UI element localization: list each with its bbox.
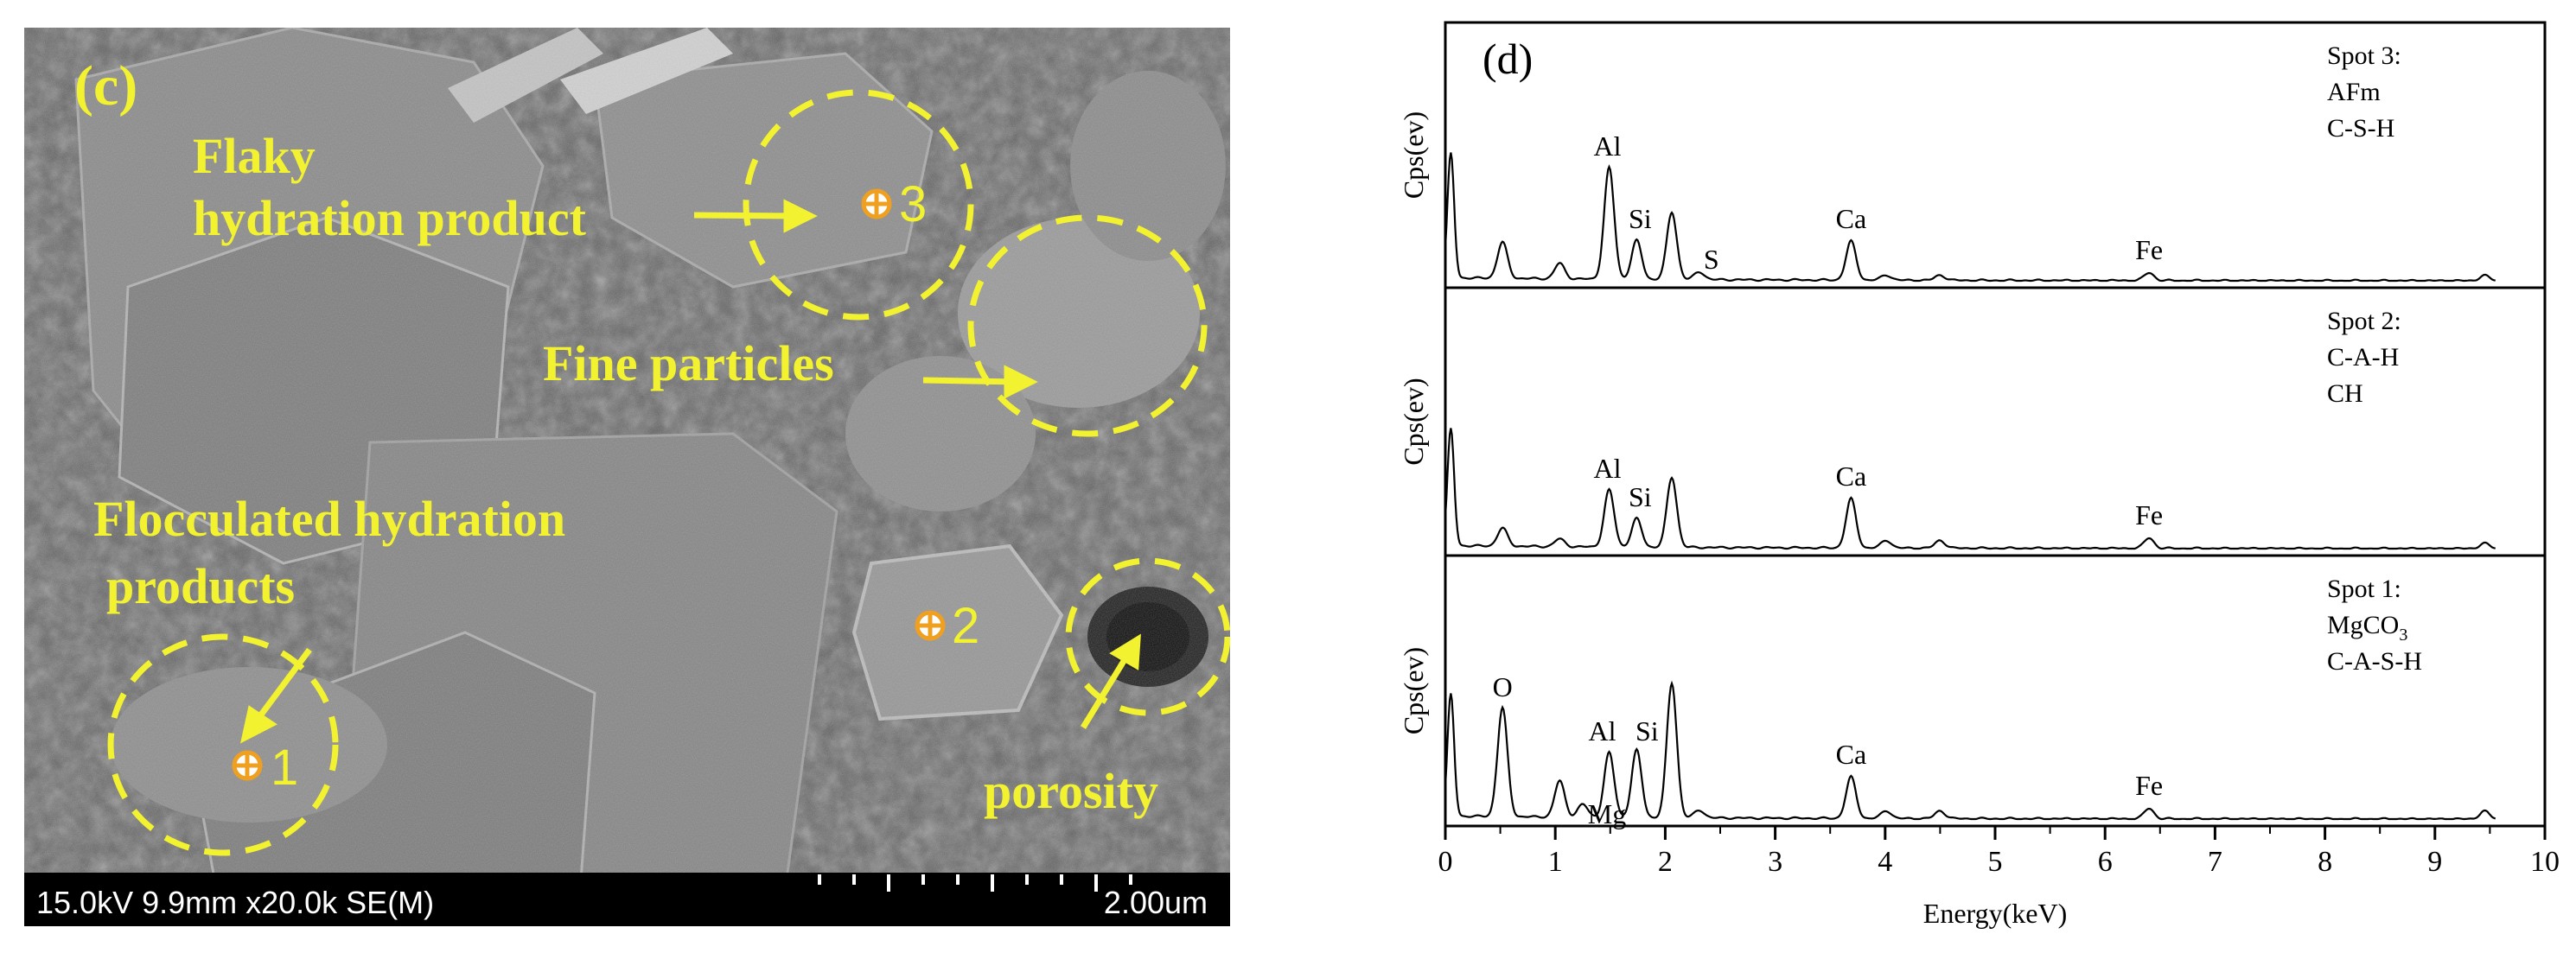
porosity-circle [1065, 557, 1230, 716]
legend-line-2-3: CH [2327, 379, 2363, 408]
spot-number-2: 2 [952, 598, 980, 654]
x-tick-label-7: 7 [2208, 846, 2222, 878]
spot1-circle [107, 633, 339, 856]
x-tick-label-4: 4 [1878, 846, 1892, 878]
x-tick-label-8: 8 [2318, 846, 2332, 878]
peak-label-ca-1: Ca [1836, 203, 1867, 234]
peak-label-al-2: Al [1594, 453, 1622, 484]
label-flaky-line2: hydration product [193, 190, 586, 246]
fine-particles-circle [967, 214, 1208, 437]
annotation-overlay [107, 89, 1230, 856]
peak-label-ca-3: Ca [1836, 739, 1867, 770]
peak-label-al-1: Al [1594, 130, 1622, 162]
label-porosity: porosity [984, 763, 1158, 819]
scale-ticks [818, 874, 1132, 892]
x-tick-label-0: 0 [1438, 846, 1453, 878]
y-axis-label-1: Cps(ev) [1398, 111, 1429, 199]
legend-line-1-2: AFm [2327, 78, 2381, 106]
peak-label-fe-3: Fe [2135, 770, 2163, 801]
peak-label-mg-3: Mg [1588, 798, 1626, 829]
x-axis-label: Energy(keV) [1923, 898, 2067, 929]
fine-arrow [922, 377, 1019, 385]
x-tick-label-9: 9 [2427, 846, 2442, 878]
panel-label-c: (c) [74, 54, 138, 118]
spectrum-line-1 [1444, 152, 2496, 283]
x-tick-label-2: 2 [1658, 846, 1673, 878]
peak-label-si-3: Si [1636, 715, 1659, 747]
sem-meta-text: 15.0kV 9.9mm x20.0k SE(M) [36, 885, 435, 920]
y-axis-label-2: Cps(ev) [1398, 378, 1429, 465]
peak-label-si-1: Si [1629, 203, 1652, 234]
x-tick-label-5: 5 [1988, 846, 2003, 878]
legend-line-1-1: Spot 3: [2327, 41, 2401, 70]
y-axis-label-3: Cps(ev) [1398, 647, 1429, 734]
peak-label-ca-2: Ca [1836, 461, 1867, 492]
x-tick-label-3: 3 [1768, 846, 1782, 878]
spot-number-3: 3 [899, 176, 928, 232]
spot3-circle [743, 89, 974, 321]
peak-label-al-3: Al [1589, 715, 1616, 747]
spectrum-line-2 [1444, 428, 2496, 550]
legend-line-1-3: C-S-H [2327, 114, 2394, 143]
sem-micrograph: (c) Flaky hydration prod [24, 28, 1230, 926]
peak-label-o-3: O [1493, 671, 1513, 702]
legend-line-3-1: Spot 1: [2327, 575, 2401, 603]
legend-line-3-2: MgCO3 [2327, 611, 2407, 645]
x-tick-label-6: 6 [2098, 846, 2113, 878]
peak-label-fe-2: Fe [2135, 499, 2163, 531]
spot-number-1: 1 [271, 740, 299, 796]
sem-info-bar: 15.0kV 9.9mm x20.0k SE(M) 2.00um [24, 873, 1230, 926]
label-fine-particles: Fine particles [543, 335, 834, 391]
panel-label-d: (d) [1482, 35, 1533, 83]
peak-label-si-2: Si [1629, 481, 1652, 512]
peak-label-fe-1: Fe [2135, 234, 2163, 265]
label-flocculated-line1: Flocculated hydration [93, 491, 566, 547]
sem-image-texture [24, 28, 1230, 926]
x-tick-label-10: 10 [2530, 846, 2560, 878]
x-tick-label-1: 1 [1548, 846, 1563, 878]
scale-bar-label: 2.00um [1103, 885, 1208, 920]
label-flocculated-line2: products [106, 558, 296, 614]
porosity-arrow [1081, 648, 1133, 729]
peak-label-s-1: S [1704, 244, 1719, 275]
legend-line-2-2: C-A-H [2327, 343, 2399, 372]
legend-line-3-3: C-A-S-H [2327, 647, 2422, 676]
legend-line-2-1: Spot 2: [2327, 307, 2401, 335]
spectrum-line-3 [1444, 680, 2496, 821]
label-flaky-line1: Flaky [193, 128, 316, 184]
